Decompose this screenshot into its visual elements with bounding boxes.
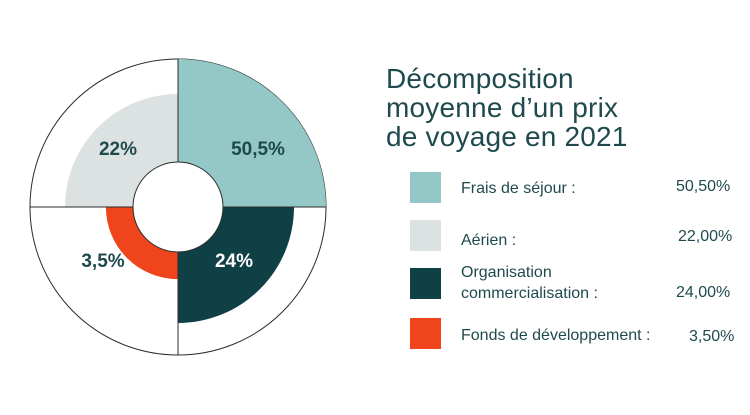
legend-swatch-aerien [410, 220, 441, 251]
data-label-frais: 50,5% [231, 139, 285, 160]
legend-label-organisation-line1: Organisation [461, 264, 552, 281]
chart-title: Décomposition moyenne d’un prix de voyag… [386, 64, 628, 151]
data-label-aerien: 22% [99, 139, 137, 160]
legend-label-fonds: Fonds de développement : [461, 327, 651, 344]
title-line-3: de voyage en 2021 [386, 121, 628, 152]
donut-hole [132, 161, 224, 253]
donut-segment-frais [178, 59, 326, 207]
data-label-organisation: 24% [215, 251, 253, 272]
legend-value-fonds: 3,50% [689, 328, 735, 345]
legend-swatch-frais [410, 172, 441, 203]
legend-label-organisation-line2: commercialisation : [461, 285, 598, 302]
legend-swatch-fonds [410, 318, 441, 349]
legend-value-frais: 50,50% [676, 178, 731, 195]
donut-segment-aerien [65, 94, 178, 207]
title-line-1: Décomposition [386, 63, 574, 94]
legend-label-frais: Frais de séjour : [461, 180, 576, 197]
legend-swatch-organisation [410, 268, 441, 299]
legend-value-aerien: 22,00% [678, 228, 733, 245]
data-label-fonds: 3,5% [81, 251, 124, 272]
legend-label-aerien: Aérien : [461, 232, 517, 249]
title-line-2: moyenne d’un prix [386, 92, 619, 123]
legend-value-organisation: 24,00% [676, 284, 731, 301]
donut-segment-organisation [178, 207, 295, 324]
donut-segment-fonds [105, 207, 178, 280]
